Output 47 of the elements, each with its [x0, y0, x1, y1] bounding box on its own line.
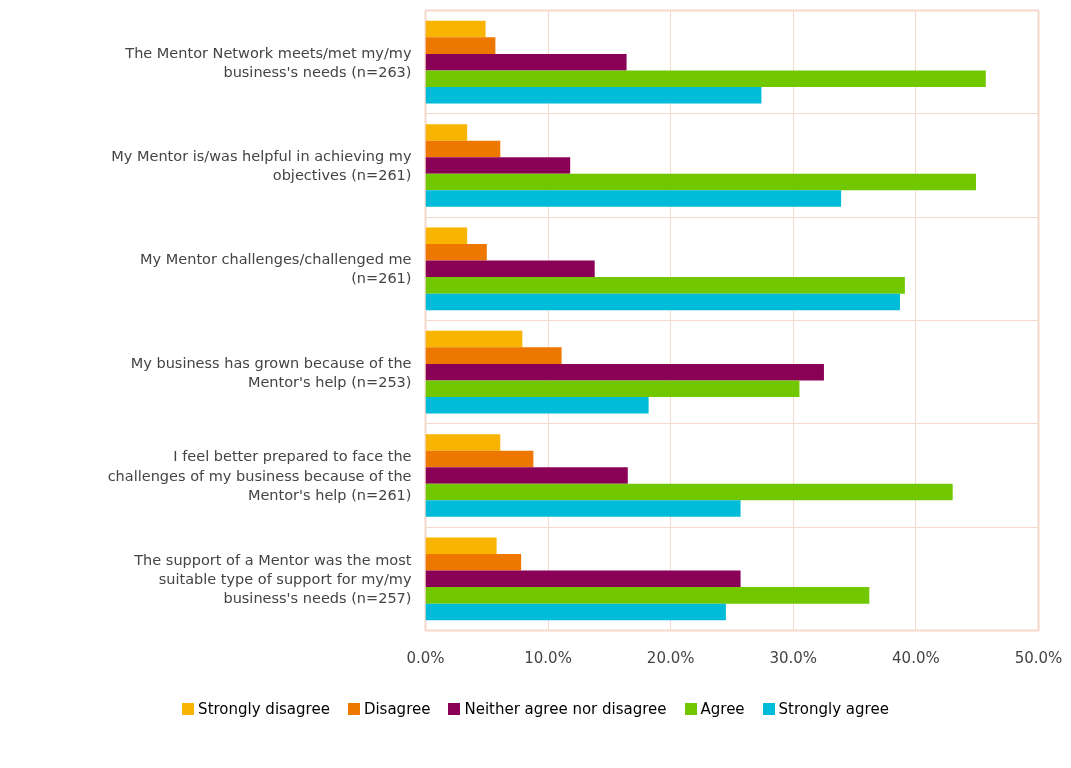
- legend-item: Agree: [684, 700, 745, 718]
- bar: [425, 554, 522, 571]
- bar: [425, 227, 468, 245]
- bar: [425, 277, 905, 294]
- x-tick-label: 0.0%: [406, 648, 445, 667]
- bar: [425, 483, 953, 501]
- bar: [425, 467, 628, 484]
- bar: [425, 396, 649, 414]
- bar: [425, 244, 487, 261]
- bar: [425, 363, 824, 381]
- bar: [425, 70, 986, 87]
- x-tick-label: 40.0%: [892, 648, 940, 667]
- bar: [425, 37, 496, 54]
- bar: [425, 380, 800, 397]
- x-tick-label: 20.0%: [646, 648, 695, 667]
- bar: [425, 347, 562, 364]
- bar: [425, 86, 762, 104]
- y-tick-label: The support of a Mentor was the most suitable type of support for my/my business's needs (n=257): [133, 551, 412, 607]
- bar: [425, 330, 523, 348]
- bar: [425, 190, 842, 207]
- y-tick-label: I feel better prepared to face the challenges of my business because of the Mentor's help (n=261): [107, 448, 412, 503]
- y-tick-label: My Mentor challenges/challenged me (n=261): [140, 251, 412, 287]
- legend-item: Strongly disagree: [182, 700, 330, 718]
- bar: [425, 587, 870, 604]
- bar: [425, 537, 497, 555]
- legend-item: Disagree: [347, 700, 431, 718]
- x-tick-label: 10.0%: [524, 648, 572, 667]
- x-tick-label: 50.0%: [1014, 648, 1063, 667]
- y-tick-label: The Mentor Network meets/met my/my business's needs (n=263): [124, 44, 412, 80]
- y-tick-label: My business has grown because of the Mentor's help (n=253): [130, 354, 412, 390]
- bar: [425, 140, 501, 158]
- bar: [425, 603, 726, 621]
- legend-item: Strongly agree: [762, 700, 889, 718]
- bar: [425, 293, 900, 311]
- bar: [425, 53, 627, 71]
- bar: [425, 570, 741, 588]
- legend-item: Neither agree nor disagree: [448, 700, 667, 718]
- bar: [425, 173, 976, 191]
- bar: [425, 20, 486, 38]
- x-tick-label: 30.0%: [769, 648, 818, 667]
- bar: [425, 124, 468, 141]
- y-tick-label: My Mentor is/was helpful in achieving my objectives (n=261): [111, 147, 412, 184]
- bar: [425, 450, 534, 468]
- bar: [425, 500, 741, 517]
- bar: [425, 260, 595, 278]
- bar: [425, 157, 571, 174]
- bar: [425, 434, 501, 451]
